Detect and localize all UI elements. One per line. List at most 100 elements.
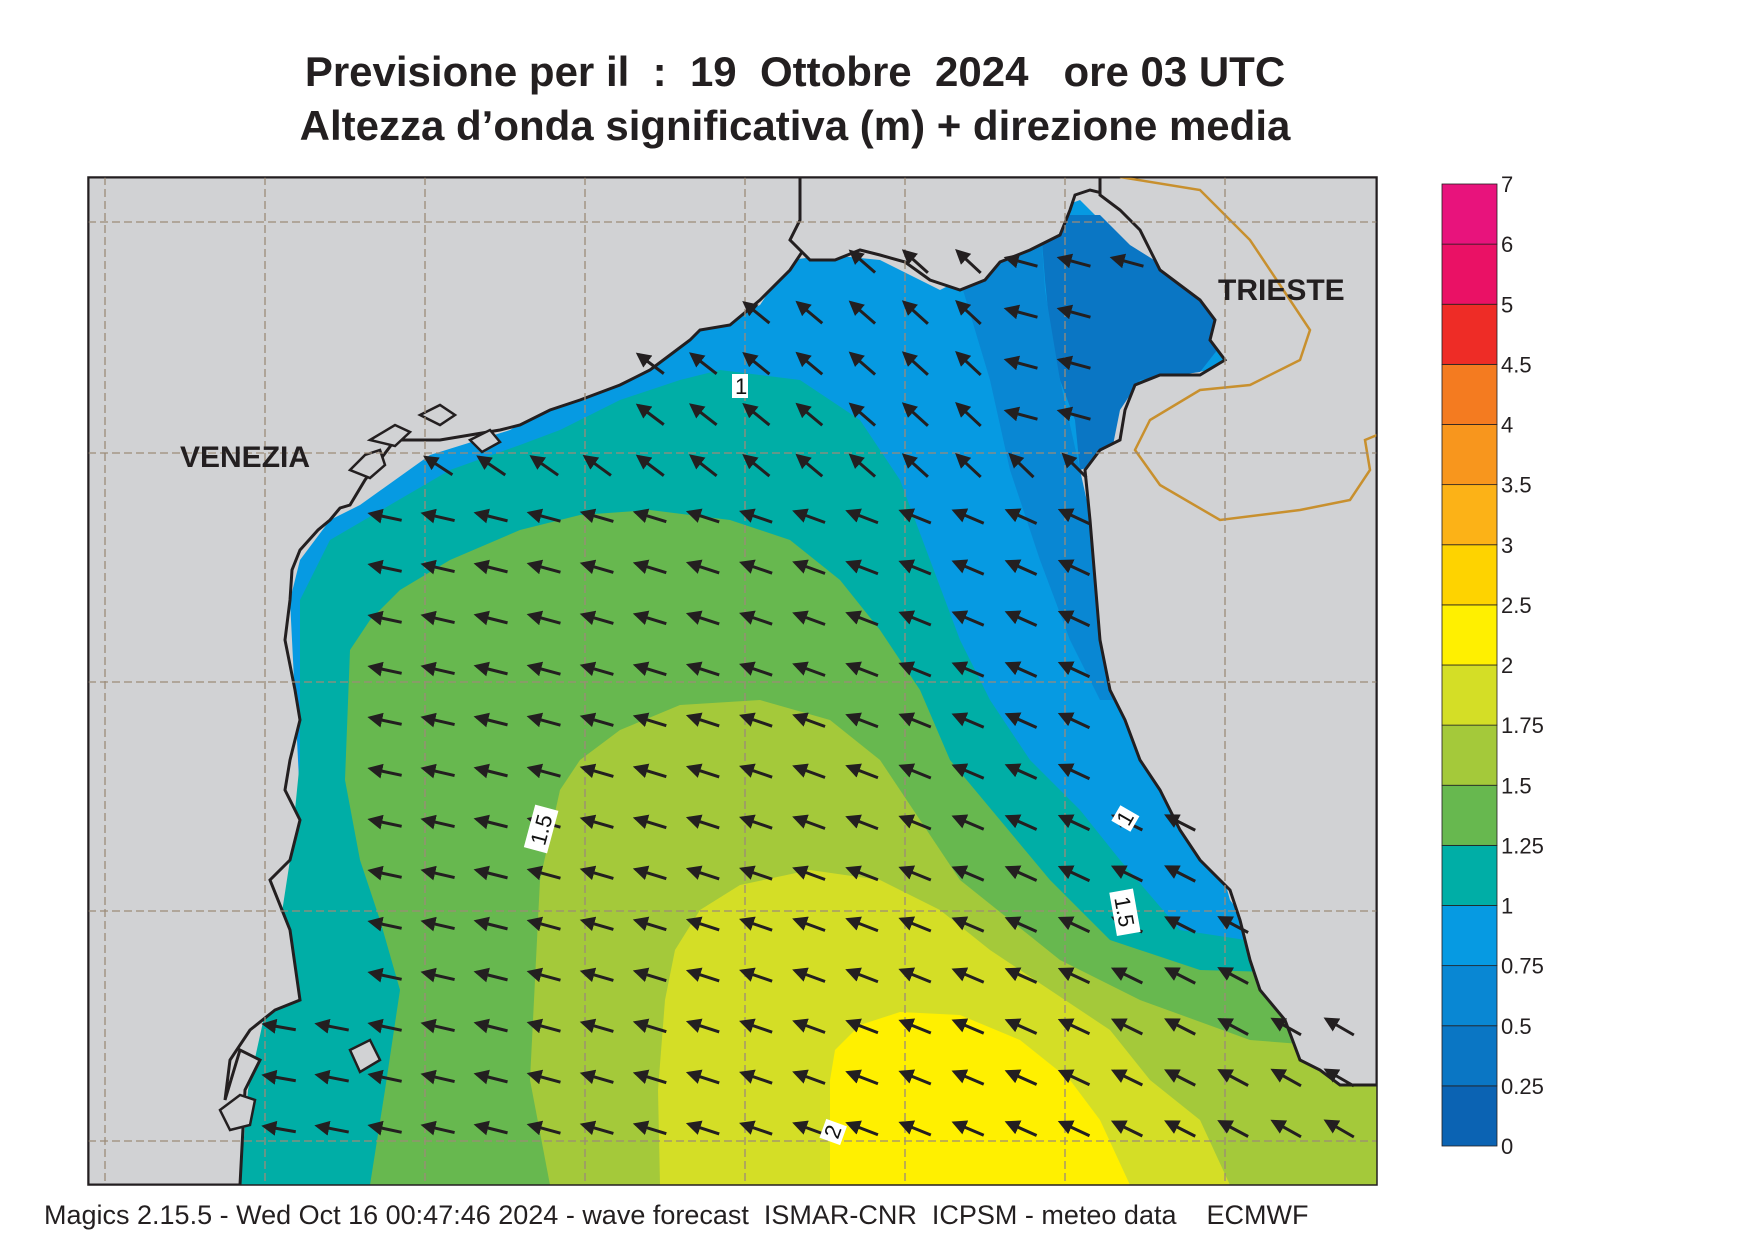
wave-direction-arrow-icon <box>1217 916 1249 934</box>
wave-direction-arrow-icon <box>526 1120 561 1136</box>
wave-direction-arrow-icon <box>742 454 771 478</box>
wave-direction-arrow-icon <box>261 1069 297 1085</box>
colorbar-label: 1.75 <box>1501 713 1544 738</box>
wave-direction-arrow-icon <box>579 967 614 983</box>
colorbar-swatch <box>1441 544 1498 606</box>
wave-direction-arrow-icon <box>685 508 720 524</box>
wave-direction-arrow-icon <box>1008 452 1035 479</box>
wave-direction-arrow-icon <box>420 967 455 983</box>
colorbar-label: 7 <box>1501 172 1513 197</box>
wave-direction-arrow-icon <box>845 916 879 933</box>
colorbar-label: 0.5 <box>1501 1014 1532 1039</box>
wave-direction-arrow-icon <box>367 916 402 932</box>
wave-direction-arrow-icon <box>1323 1068 1355 1088</box>
colorbar-label: 0.75 <box>1501 954 1544 979</box>
wave-direction-arrow-icon <box>579 661 614 677</box>
wave-direction-arrow-icon <box>951 1018 985 1035</box>
colorbar-label: 2.5 <box>1501 593 1532 618</box>
footer-credits: Magics 2.15.5 - Wed Oct 16 00:47:46 2024… <box>44 1200 1309 1230</box>
wave-direction-arrow-icon <box>955 453 982 479</box>
wave-direction-arrow-icon <box>367 967 402 983</box>
wave-direction-arrow-icon <box>685 763 720 779</box>
wave-direction-arrow-icon <box>951 865 985 882</box>
wave-direction-arrow-icon <box>473 865 508 881</box>
wave-direction-arrow-icon <box>1004 967 1038 984</box>
wave-direction-arrow-icon <box>792 1069 826 1085</box>
contour-label-1-top: 1 <box>732 374 748 399</box>
wave-direction-arrow-icon <box>1004 1069 1038 1086</box>
wave-direction-arrow-icon <box>955 300 982 326</box>
colorbar-swatch <box>1441 844 1498 906</box>
wave-direction-arrow-icon <box>795 351 824 376</box>
wave-direction-arrow-icon <box>901 402 929 427</box>
wave-direction-arrow-icon <box>579 712 614 728</box>
colorbar-label: 1.25 <box>1501 833 1544 858</box>
wave-direction-arrow-icon <box>898 916 932 933</box>
wave-direction-arrow-icon <box>1057 967 1091 985</box>
wave-direction-arrow-icon <box>1164 814 1196 832</box>
wave-direction-arrow-icon <box>792 865 826 881</box>
colorbar-swatch <box>1441 424 1498 486</box>
contour-label-2-bottom: 2 <box>819 1118 847 1146</box>
wave-direction-arrow-icon <box>582 454 612 477</box>
colorbar-swatch <box>1441 243 1498 305</box>
wave-direction-arrow-icon <box>1323 1017 1355 1037</box>
wave-direction-arrow-icon <box>845 559 879 576</box>
wave-direction-arrow-icon <box>420 763 455 779</box>
wave-direction-arrow-icon <box>898 763 932 780</box>
wave-direction-arrow-icon <box>951 559 985 576</box>
wave-direction-arrow-icon <box>848 249 877 274</box>
contour-label-text: 1.5 <box>1109 894 1139 928</box>
wave-direction-arrow-icon <box>792 763 826 779</box>
wave-direction-arrow-icon <box>898 865 932 882</box>
wave-direction-arrow-icon <box>423 455 454 476</box>
wave-direction-arrow-icon <box>792 559 826 575</box>
wave-direction-arrow-icon <box>579 1018 614 1034</box>
wave-direction-arrow-icon <box>476 455 507 477</box>
colorbar-swatch <box>1441 1025 1498 1087</box>
wave-direction-arrow-icon <box>739 865 773 881</box>
northern-coast-land <box>788 177 1113 292</box>
wave-direction-arrow-icon <box>314 1018 349 1034</box>
wave-direction-arrow-icon <box>845 814 879 831</box>
wave-direction-arrow-icon <box>579 814 614 830</box>
wave-direction-arrow-icon <box>898 508 932 525</box>
wave-direction-arrow-icon <box>685 1018 720 1034</box>
wave-direction-arrow-icon <box>632 610 667 626</box>
wave-direction-arrow-icon <box>901 453 929 478</box>
wave-direction-arrow-icon <box>473 763 508 779</box>
wave-direction-arrow-icon <box>367 1018 402 1034</box>
wave-direction-arrow-icon <box>1323 1119 1355 1139</box>
wave-direction-arrow-icon <box>1110 1069 1144 1087</box>
wave-direction-arrow-icon <box>632 916 667 932</box>
wave-direction-arrow-icon <box>1164 1018 1196 1036</box>
wave-direction-arrow-icon <box>579 559 614 575</box>
wave-direction-arrow-icon <box>792 610 826 626</box>
wave-direction-arrow-icon <box>261 1018 297 1034</box>
wave-direction-arrow-icon <box>579 610 614 626</box>
colorbar-label: 3 <box>1501 533 1513 558</box>
wave-direction-arrow-icon <box>1057 763 1091 781</box>
wave-direction-arrow-icon <box>473 712 508 728</box>
wave-direction-arrow-icon <box>898 1018 932 1035</box>
wave-direction-arrow-icon <box>1164 967 1196 985</box>
wave-direction-arrow-icon <box>1217 1120 1249 1138</box>
wave-direction-arrow-icon <box>792 1018 826 1034</box>
wave-direction-arrow-icon <box>632 712 667 728</box>
wave-direction-arrow-icon <box>951 763 985 780</box>
colorbar-label: 3.5 <box>1501 473 1532 498</box>
map-frame <box>87 176 1378 1186</box>
wave-direction-arrow-icon <box>951 508 985 525</box>
wave-direction-arrow-icon <box>473 610 508 626</box>
wave-direction-arrow-icon <box>898 814 932 831</box>
wave-direction-arrows <box>261 249 1355 1139</box>
wave-direction-arrow-icon <box>1056 253 1091 269</box>
wave-direction-arrow-icon <box>526 916 561 932</box>
eastern-coast-land <box>1083 177 1377 1087</box>
wave-direction-arrow-icon <box>367 712 402 728</box>
wave-direction-arrow-icon <box>1217 1018 1249 1036</box>
wave-direction-arrow-icon <box>845 763 879 780</box>
wave-direction-arrow-icon <box>1056 406 1091 422</box>
wave-direction-arrow-icon <box>529 455 559 477</box>
wave-direction-arrow-icon <box>367 1069 402 1085</box>
